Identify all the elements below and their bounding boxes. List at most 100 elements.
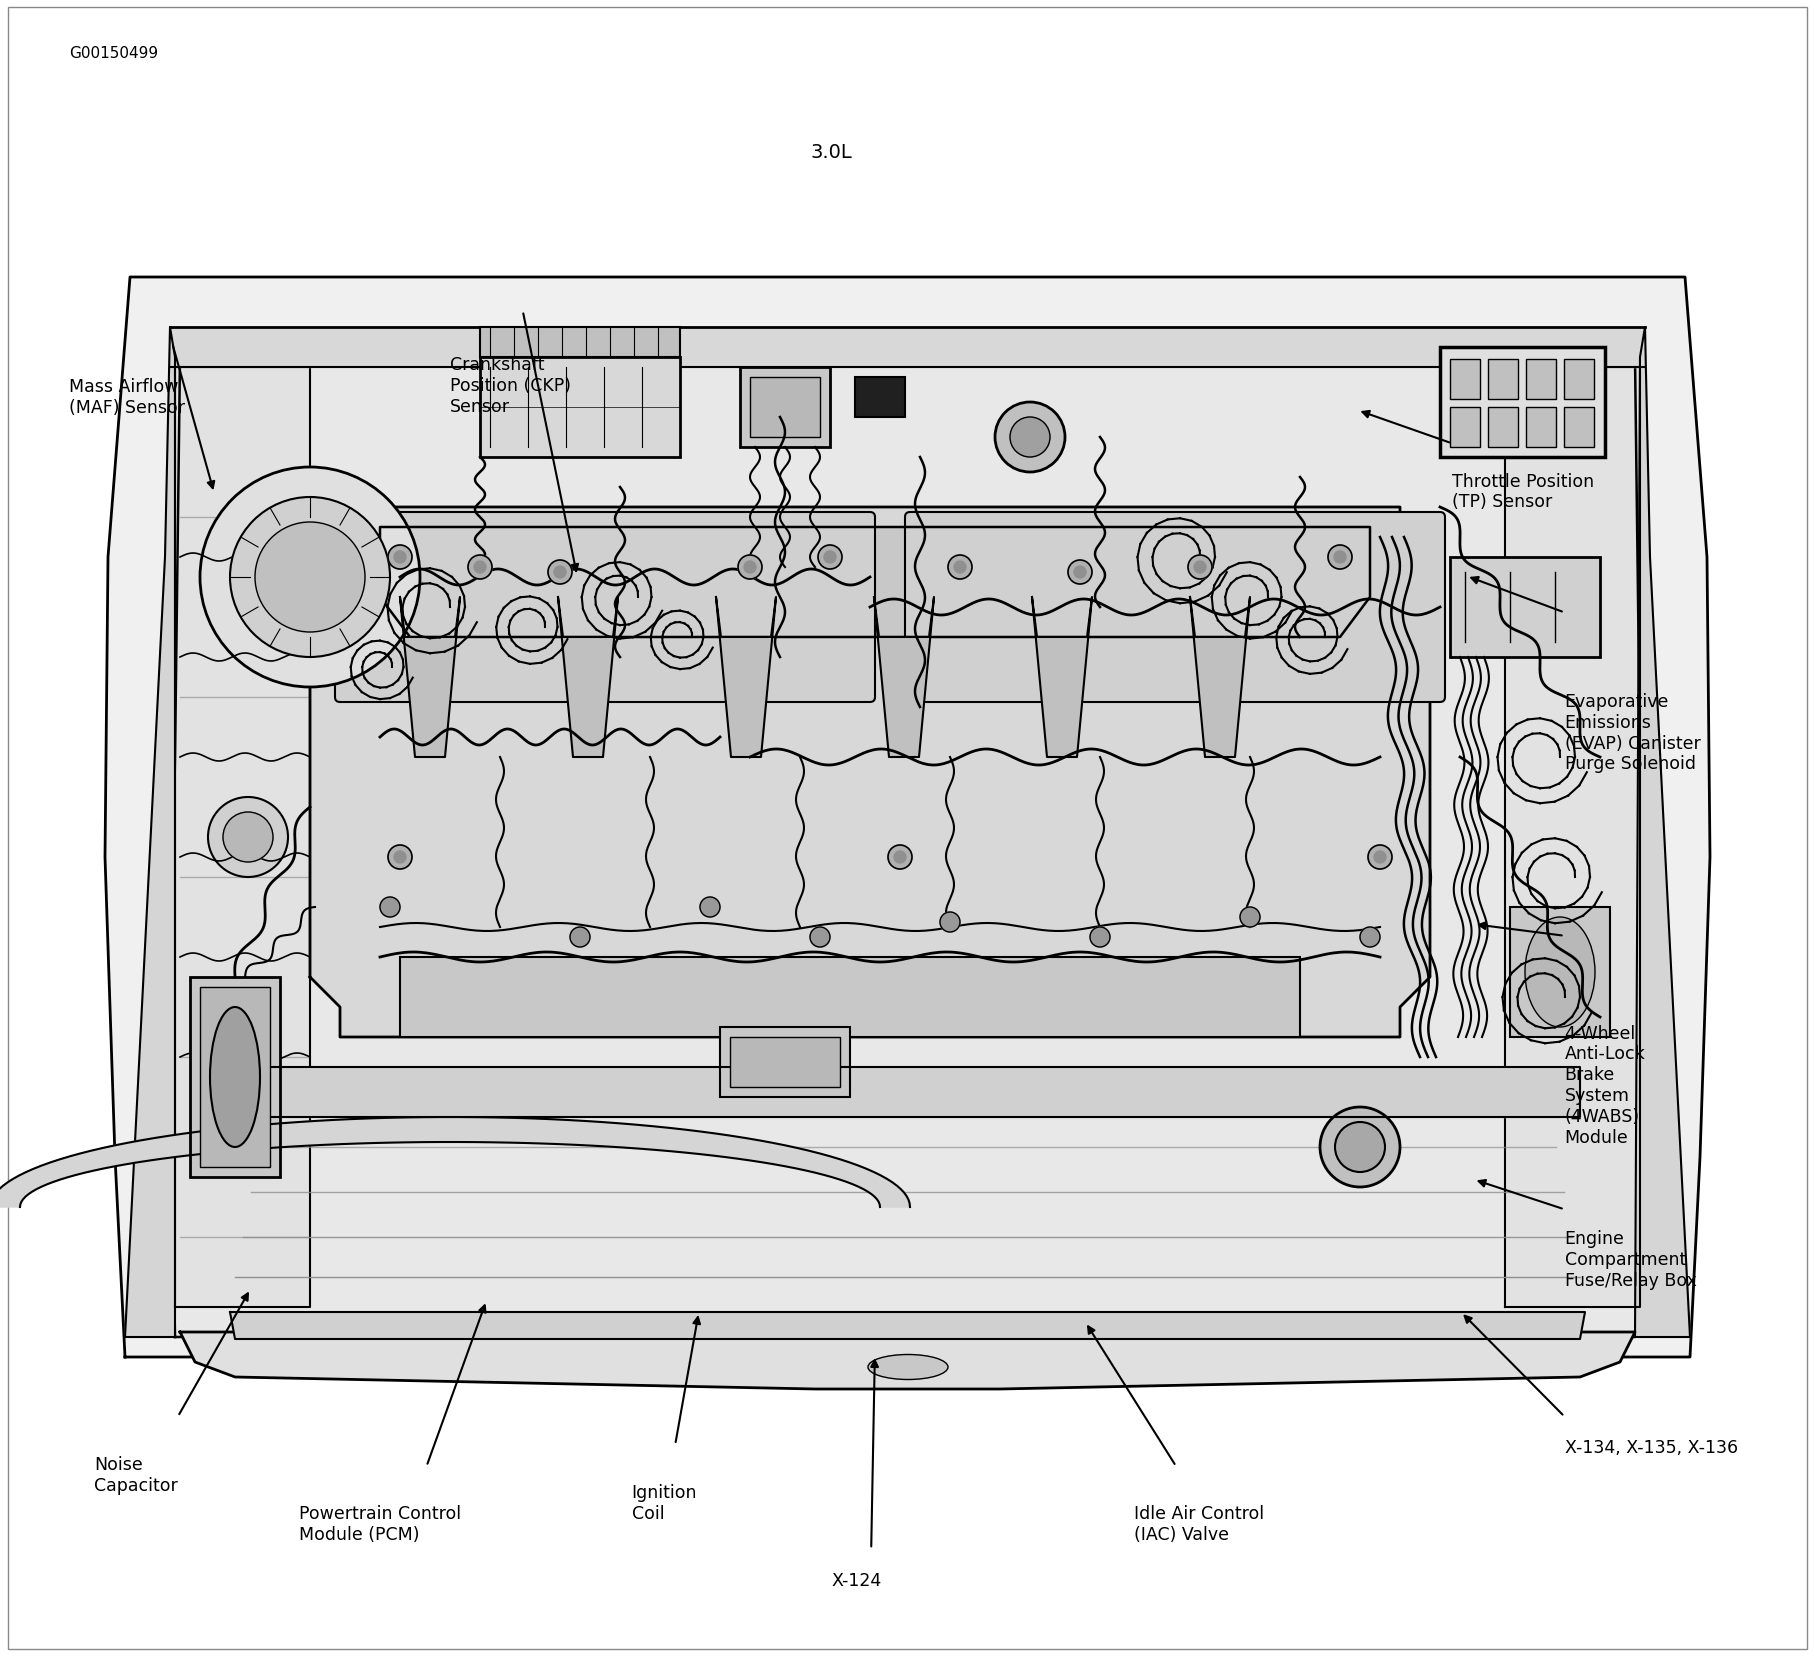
Text: Crankshaft
Position (CKP)
Sensor: Crankshaft Position (CKP) Sensor bbox=[450, 356, 571, 416]
Circle shape bbox=[1373, 852, 1386, 863]
Bar bbox=[1487, 408, 1517, 447]
Circle shape bbox=[824, 552, 836, 563]
Polygon shape bbox=[715, 598, 776, 757]
Circle shape bbox=[548, 560, 571, 585]
FancyBboxPatch shape bbox=[905, 512, 1444, 703]
Circle shape bbox=[553, 567, 566, 578]
Polygon shape bbox=[171, 328, 1643, 368]
Circle shape bbox=[940, 913, 960, 933]
Polygon shape bbox=[230, 1312, 1584, 1339]
Bar bbox=[1449, 408, 1478, 447]
Circle shape bbox=[1333, 552, 1346, 563]
Text: G00150499: G00150499 bbox=[69, 45, 158, 61]
Bar bbox=[729, 1037, 840, 1087]
Circle shape bbox=[388, 545, 412, 570]
Circle shape bbox=[223, 812, 272, 863]
Text: Engine
Compartment
Fuse/Relay Box: Engine Compartment Fuse/Relay Box bbox=[1564, 1229, 1696, 1289]
Text: Ignition
Coil: Ignition Coil bbox=[631, 1483, 697, 1521]
Polygon shape bbox=[105, 278, 1709, 1357]
Bar bbox=[399, 958, 1299, 1037]
Circle shape bbox=[1188, 555, 1212, 580]
Polygon shape bbox=[557, 598, 617, 757]
Text: 4-Wheel
Anti-Lock
Brake
System
(4WABS)
Module: 4-Wheel Anti-Lock Brake System (4WABS) M… bbox=[1564, 1024, 1643, 1147]
Circle shape bbox=[394, 852, 406, 863]
Bar bbox=[1449, 558, 1600, 658]
Bar bbox=[720, 1027, 849, 1097]
Circle shape bbox=[570, 928, 590, 948]
Bar bbox=[854, 378, 905, 418]
Polygon shape bbox=[379, 527, 1370, 638]
Circle shape bbox=[209, 797, 288, 878]
Polygon shape bbox=[874, 598, 934, 757]
Circle shape bbox=[379, 898, 399, 918]
Polygon shape bbox=[180, 1332, 1634, 1389]
Polygon shape bbox=[399, 598, 459, 757]
Circle shape bbox=[1319, 1107, 1399, 1188]
Circle shape bbox=[200, 467, 419, 688]
Bar bbox=[1487, 360, 1517, 399]
Polygon shape bbox=[1504, 368, 1640, 1307]
Polygon shape bbox=[0, 1117, 909, 1208]
Ellipse shape bbox=[1524, 918, 1595, 1027]
Circle shape bbox=[1067, 560, 1092, 585]
Polygon shape bbox=[174, 368, 310, 1307]
Circle shape bbox=[1359, 928, 1379, 948]
Circle shape bbox=[954, 562, 965, 573]
Circle shape bbox=[738, 555, 762, 580]
Text: 3.0L: 3.0L bbox=[809, 143, 853, 162]
Polygon shape bbox=[1190, 598, 1250, 757]
Text: Idle Air Control
(IAC) Valve: Idle Air Control (IAC) Valve bbox=[1134, 1505, 1264, 1543]
Circle shape bbox=[700, 898, 720, 918]
Circle shape bbox=[744, 562, 756, 573]
Polygon shape bbox=[310, 507, 1429, 1037]
Bar bbox=[740, 368, 829, 447]
Text: Powertrain Control
Module (PCM): Powertrain Control Module (PCM) bbox=[299, 1505, 461, 1543]
Circle shape bbox=[1074, 567, 1085, 578]
Circle shape bbox=[388, 845, 412, 870]
Circle shape bbox=[1335, 1122, 1384, 1171]
Circle shape bbox=[230, 497, 390, 658]
Circle shape bbox=[468, 555, 492, 580]
Bar bbox=[1564, 408, 1593, 447]
Ellipse shape bbox=[210, 1007, 259, 1147]
Bar bbox=[749, 378, 820, 437]
Polygon shape bbox=[1032, 598, 1092, 757]
Circle shape bbox=[1009, 418, 1050, 457]
Bar bbox=[1526, 408, 1555, 447]
Circle shape bbox=[809, 928, 829, 948]
Circle shape bbox=[473, 562, 486, 573]
Bar bbox=[200, 988, 270, 1167]
Circle shape bbox=[1239, 908, 1259, 928]
Bar bbox=[479, 328, 680, 358]
Polygon shape bbox=[125, 328, 174, 1337]
Text: Throttle Position
(TP) Sensor: Throttle Position (TP) Sensor bbox=[1451, 472, 1593, 510]
Polygon shape bbox=[1634, 328, 1689, 1337]
Text: Evaporative
Emissions
(EVAP) Canister
Purge Solenoid: Evaporative Emissions (EVAP) Canister Pu… bbox=[1564, 693, 1700, 772]
Circle shape bbox=[994, 403, 1065, 472]
Bar bbox=[1449, 360, 1478, 399]
Text: X-124: X-124 bbox=[831, 1571, 882, 1589]
Polygon shape bbox=[234, 1067, 1580, 1117]
Bar bbox=[1439, 348, 1604, 457]
Circle shape bbox=[947, 555, 972, 580]
Text: Mass Airflow
(MAF) Sensor: Mass Airflow (MAF) Sensor bbox=[69, 378, 185, 416]
Circle shape bbox=[254, 522, 365, 633]
Circle shape bbox=[1194, 562, 1204, 573]
Text: Noise
Capacitor: Noise Capacitor bbox=[94, 1455, 178, 1493]
Circle shape bbox=[894, 852, 905, 863]
Circle shape bbox=[1328, 545, 1351, 570]
Ellipse shape bbox=[867, 1355, 947, 1380]
Circle shape bbox=[394, 552, 406, 563]
Circle shape bbox=[1368, 845, 1391, 870]
Polygon shape bbox=[171, 358, 1643, 1337]
Circle shape bbox=[818, 545, 842, 570]
Text: X-134, X-135, X-136: X-134, X-135, X-136 bbox=[1564, 1438, 1736, 1457]
Bar bbox=[190, 978, 279, 1176]
Bar bbox=[1509, 908, 1609, 1037]
Bar bbox=[1526, 360, 1555, 399]
Circle shape bbox=[887, 845, 911, 870]
Bar bbox=[479, 358, 680, 457]
Circle shape bbox=[1090, 928, 1110, 948]
FancyBboxPatch shape bbox=[336, 512, 874, 703]
Bar bbox=[1564, 360, 1593, 399]
